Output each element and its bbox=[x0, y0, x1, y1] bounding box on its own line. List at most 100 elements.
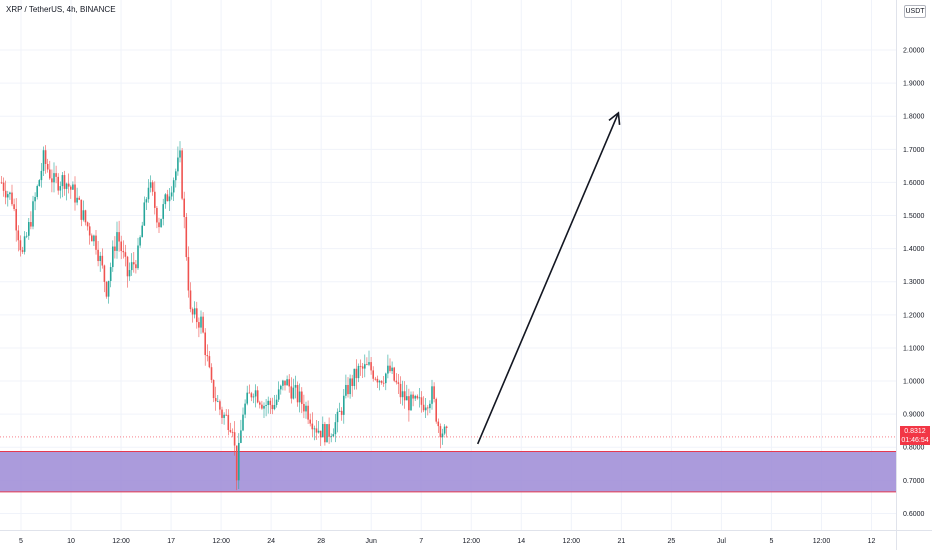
candle-body bbox=[303, 403, 305, 412]
candle-body bbox=[187, 257, 190, 291]
candle-body bbox=[441, 433, 444, 438]
candle-body bbox=[309, 419, 311, 424]
candle-body bbox=[301, 391, 303, 404]
candle-body bbox=[61, 175, 64, 187]
candle-body bbox=[422, 404, 425, 411]
x-tick-label: 24 bbox=[267, 538, 275, 545]
candle-body bbox=[399, 383, 402, 398]
candle-body bbox=[319, 430, 322, 438]
x-tick-label: Jun bbox=[366, 538, 377, 545]
candle-body bbox=[65, 183, 68, 189]
x-tick-label: 25 bbox=[667, 538, 675, 545]
candle-body bbox=[244, 403, 246, 415]
candle-body bbox=[406, 396, 408, 401]
x-tick-label: 12:00 bbox=[212, 538, 230, 545]
candle-body bbox=[137, 245, 139, 269]
candle-body bbox=[235, 445, 238, 481]
candle-body bbox=[408, 396, 410, 411]
candle-body bbox=[445, 426, 448, 428]
candle-body bbox=[32, 201, 34, 227]
candle-body bbox=[210, 367, 213, 380]
candle-body bbox=[330, 436, 332, 438]
candle-body bbox=[317, 430, 320, 433]
candle-body bbox=[305, 405, 307, 412]
candle-body bbox=[84, 210, 87, 223]
candle-body bbox=[238, 442, 240, 481]
candle-body bbox=[443, 426, 446, 434]
candle-body bbox=[34, 196, 36, 202]
candle-body bbox=[181, 150, 183, 199]
candle-body bbox=[418, 397, 421, 399]
candle-body bbox=[242, 414, 244, 431]
candle-body bbox=[112, 246, 114, 268]
candle-body bbox=[282, 380, 284, 386]
candle-body bbox=[290, 386, 293, 399]
candle-body bbox=[19, 240, 22, 251]
candle-body bbox=[229, 430, 232, 432]
candle-body bbox=[158, 222, 160, 228]
candle-body bbox=[387, 365, 389, 374]
candle-body bbox=[366, 364, 368, 365]
candle-body bbox=[385, 373, 387, 384]
candle-body bbox=[286, 379, 288, 386]
candle-body bbox=[143, 202, 146, 226]
candle-body bbox=[336, 411, 339, 423]
y-tick-label: 1.3000 bbox=[903, 279, 925, 286]
candle-body bbox=[204, 332, 206, 356]
candle-body bbox=[263, 405, 265, 409]
x-tick-label: 5 bbox=[769, 538, 773, 545]
candle-body bbox=[433, 386, 435, 399]
last-price-label: 0.8312 01:46:54 bbox=[900, 426, 930, 445]
candle-body bbox=[193, 308, 196, 315]
candle-body bbox=[175, 171, 177, 181]
candle-body bbox=[38, 180, 41, 187]
candle-body bbox=[437, 421, 440, 427]
candle-body bbox=[55, 173, 57, 177]
candle-body bbox=[23, 236, 26, 252]
candle-body bbox=[347, 384, 349, 395]
candle-body bbox=[198, 322, 200, 328]
symbol-title: XRP / TetherUS, 4h, BINANCE bbox=[6, 5, 116, 14]
y-tick-label: 0.8000 bbox=[903, 445, 925, 452]
candle-body bbox=[328, 424, 330, 437]
candle-body bbox=[133, 262, 135, 265]
candle-body bbox=[160, 218, 162, 228]
x-tick-label: 5 bbox=[19, 538, 23, 545]
candle-body bbox=[315, 428, 318, 433]
currency-badge[interactable]: USDT bbox=[904, 5, 926, 18]
candle-body bbox=[80, 199, 83, 220]
candle-body bbox=[36, 186, 38, 197]
candle-body bbox=[40, 170, 43, 181]
candle-body bbox=[86, 222, 89, 227]
x-tick-label: 17 bbox=[167, 538, 175, 545]
candle-body bbox=[252, 396, 255, 398]
candle-body bbox=[250, 393, 253, 398]
candle-body bbox=[265, 405, 267, 406]
candle-body bbox=[128, 270, 131, 277]
candle-body bbox=[227, 414, 230, 431]
candle-body bbox=[196, 308, 198, 323]
candle-body bbox=[76, 197, 78, 203]
candle-body bbox=[391, 367, 393, 372]
candle-body bbox=[294, 385, 297, 388]
candle-body bbox=[177, 157, 179, 172]
candle-body bbox=[206, 355, 209, 357]
candle-body bbox=[15, 209, 17, 231]
candle-body bbox=[376, 378, 379, 383]
candle-body bbox=[313, 428, 316, 430]
candle-body bbox=[202, 316, 204, 333]
candle-body bbox=[93, 235, 95, 242]
candle-body bbox=[172, 180, 175, 193]
candle-body bbox=[46, 163, 49, 170]
candle-body bbox=[412, 394, 414, 399]
candle-body bbox=[74, 184, 76, 203]
candle-body bbox=[151, 182, 154, 192]
last-price-countdown: 01:46:54 bbox=[901, 437, 929, 444]
candle-body bbox=[355, 368, 358, 379]
candle-body bbox=[214, 398, 217, 402]
x-tick-label: 12:00 bbox=[563, 538, 581, 545]
y-tick-label: 1.7000 bbox=[903, 147, 925, 154]
candle-body bbox=[170, 192, 173, 197]
